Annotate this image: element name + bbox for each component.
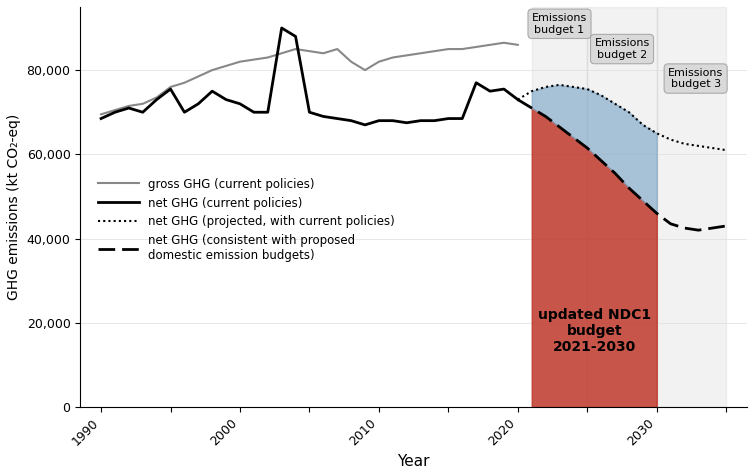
Text: updated NDC1
budget
2021-2030: updated NDC1 budget 2021-2030 <box>538 308 651 355</box>
Legend: gross GHG (current policies), net GHG (current policies), net GHG (projected, wi: gross GHG (current policies), net GHG (c… <box>93 173 400 267</box>
Text: Emissions
budget 2: Emissions budget 2 <box>594 38 650 60</box>
Text: Emissions
budget 1: Emissions budget 1 <box>532 13 587 35</box>
Y-axis label: GHG emissions (kt CO₂-eq): GHG emissions (kt CO₂-eq) <box>7 114 21 300</box>
Bar <box>587 7 657 407</box>
Bar <box>657 7 726 407</box>
Bar <box>587 7 657 407</box>
Text: Emissions
budget 3: Emissions budget 3 <box>668 68 723 89</box>
Bar <box>532 7 587 407</box>
Bar <box>657 7 726 407</box>
X-axis label: Year: Year <box>397 454 430 469</box>
Bar <box>532 7 587 407</box>
